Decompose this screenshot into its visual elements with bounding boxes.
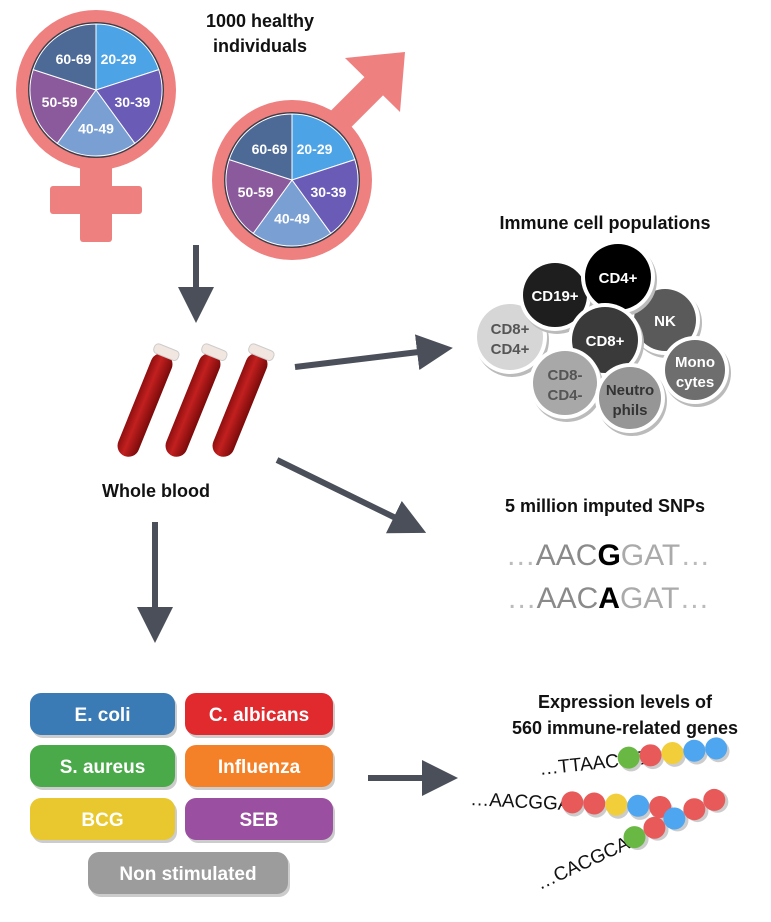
svg-text:Non stimulated: Non stimulated <box>119 864 256 885</box>
snps-title: 5 million imputed SNPs <box>505 496 705 516</box>
pie-slice-60-69 <box>32 23 97 91</box>
cell-cd8cd4: CD8- CD4- <box>529 347 603 422</box>
blood-tubes <box>117 343 275 457</box>
pie-slice-40-49 <box>252 179 332 247</box>
whole-blood-label: Whole blood <box>102 481 210 501</box>
arrows <box>137 245 458 796</box>
stimulus-seb: SEB <box>185 798 335 843</box>
immune-cells: CD8+CD4+CD19+NKCD4+CD8+CD8-CD4-Monocytes… <box>473 240 731 436</box>
cell-label: CD4- <box>547 387 582 404</box>
age-label: 40-49 <box>274 210 310 226</box>
expression-dot <box>703 788 726 811</box>
svg-text:S. aureus: S. aureus <box>60 757 146 778</box>
expression-dot <box>643 816 666 839</box>
age-label: 60-69 <box>56 51 92 67</box>
expression-title-1: Expression levels of <box>538 692 713 712</box>
expression-title-2: 560 immune-related genes <box>512 718 738 738</box>
expression-dot <box>661 742 684 765</box>
age-label: 20-29 <box>297 141 333 157</box>
svg-text:SEB: SEB <box>239 810 278 831</box>
ellipsis: … <box>507 582 537 615</box>
stimulus-influenza: Influenza <box>185 745 335 790</box>
cell-cd19: CD19+ <box>519 259 593 334</box>
cell-cd4: CD4+ <box>581 240 657 317</box>
cell-label: CD19+ <box>531 288 578 305</box>
cell-monocytes: Mono cytes <box>661 336 731 407</box>
age-label: 40-49 <box>78 120 114 136</box>
expression-dot <box>583 792 606 815</box>
expression-dot <box>705 737 728 760</box>
blood-tube <box>165 343 228 457</box>
arrow-to-cells <box>294 334 453 371</box>
expression-dot <box>605 793 628 816</box>
stimulus-bcg: BCG <box>30 798 177 843</box>
ellipsis: … <box>680 539 710 572</box>
stimulus-c-albicans: C. albicans <box>185 693 335 738</box>
stimulus-e-coli: E. coli <box>30 693 177 738</box>
snp-part: GAT <box>621 539 680 572</box>
age-label: 50-59 <box>238 184 274 200</box>
pie-slice-30-39 <box>95 68 163 145</box>
title-line-2: individuals <box>213 36 307 56</box>
expression-dot <box>639 744 662 767</box>
snp-part: G <box>597 539 620 572</box>
expression-dot <box>683 798 706 821</box>
cell-neutrophils: Neutro phils <box>595 363 667 436</box>
pie-slice-50-59 <box>225 158 293 235</box>
expression-dot <box>627 794 650 817</box>
expression-row: …TTAACGG <box>538 737 730 780</box>
cell-label: CD4+ <box>599 270 638 287</box>
cell-label: NK <box>654 313 676 330</box>
cell-label: phils <box>612 402 647 419</box>
pie-slice-20-29 <box>291 113 356 181</box>
snp-part: A <box>598 582 620 615</box>
immune-title: Immune cell populations <box>499 213 710 233</box>
svg-text:BCG: BCG <box>81 810 123 831</box>
cell-label: CD8- <box>547 367 582 384</box>
age-label: 30-39 <box>311 184 347 200</box>
age-label: 50-59 <box>42 94 78 110</box>
pie-slice-50-59 <box>29 68 97 145</box>
pie-slice-30-39 <box>291 158 359 235</box>
expression-dot <box>561 791 584 814</box>
pie-slice-40-49 <box>56 89 136 157</box>
cell-label: CD8+ <box>491 321 530 338</box>
snp-part: GAT <box>620 582 679 615</box>
svg-text:Influenza: Influenza <box>218 757 301 778</box>
arrow-to-snps <box>275 457 427 534</box>
ellipsis: … <box>679 582 709 615</box>
expression-dot <box>683 739 706 762</box>
svg-text:E. coli: E. coli <box>75 705 131 726</box>
expression-dot <box>663 807 686 830</box>
expression-row: …AACGGAT <box>470 789 673 822</box>
cell-label: CD4+ <box>491 341 530 358</box>
snp-part: AAC <box>537 582 599 615</box>
stimulus-non-stimulated: Non stimulated <box>88 852 290 897</box>
title-line-1: 1000 healthy <box>206 11 314 31</box>
age-label: 30-39 <box>115 94 151 110</box>
blood-tube <box>117 343 180 457</box>
ellipsis: … <box>506 539 536 572</box>
snp-sequence: …AACAGAT… <box>507 582 710 615</box>
stimulus-s-aureus: S. aureus <box>30 745 177 790</box>
pie-slice-60-69 <box>228 113 293 181</box>
cell-label: Neutro <box>606 382 654 399</box>
pie-slice-20-29 <box>95 23 160 91</box>
snp-sequence: …AACGGAT… <box>506 539 710 572</box>
expression-dot <box>623 826 646 849</box>
svg-text:C. albicans: C. albicans <box>209 705 309 726</box>
age-label: 60-69 <box>252 141 288 157</box>
age-label: 20-29 <box>101 51 137 67</box>
cell-label: Mono <box>675 354 715 371</box>
cell-label: cytes <box>676 374 714 391</box>
expression-dot <box>617 746 640 769</box>
blood-tube <box>212 343 275 457</box>
cell-label: CD8+ <box>586 333 625 350</box>
snp-part: AAC <box>536 539 598 572</box>
